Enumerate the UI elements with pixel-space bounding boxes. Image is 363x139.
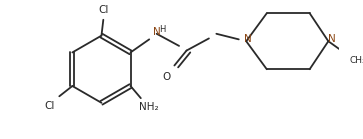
Text: Cl: Cl — [45, 101, 55, 111]
Text: H: H — [159, 25, 166, 34]
Text: N: N — [328, 34, 336, 44]
Text: N: N — [153, 27, 160, 37]
Text: N: N — [244, 34, 252, 44]
Text: CH₃: CH₃ — [350, 56, 363, 65]
Text: Cl: Cl — [98, 5, 109, 15]
Text: NH₂: NH₂ — [139, 102, 159, 111]
Text: O: O — [163, 72, 171, 82]
